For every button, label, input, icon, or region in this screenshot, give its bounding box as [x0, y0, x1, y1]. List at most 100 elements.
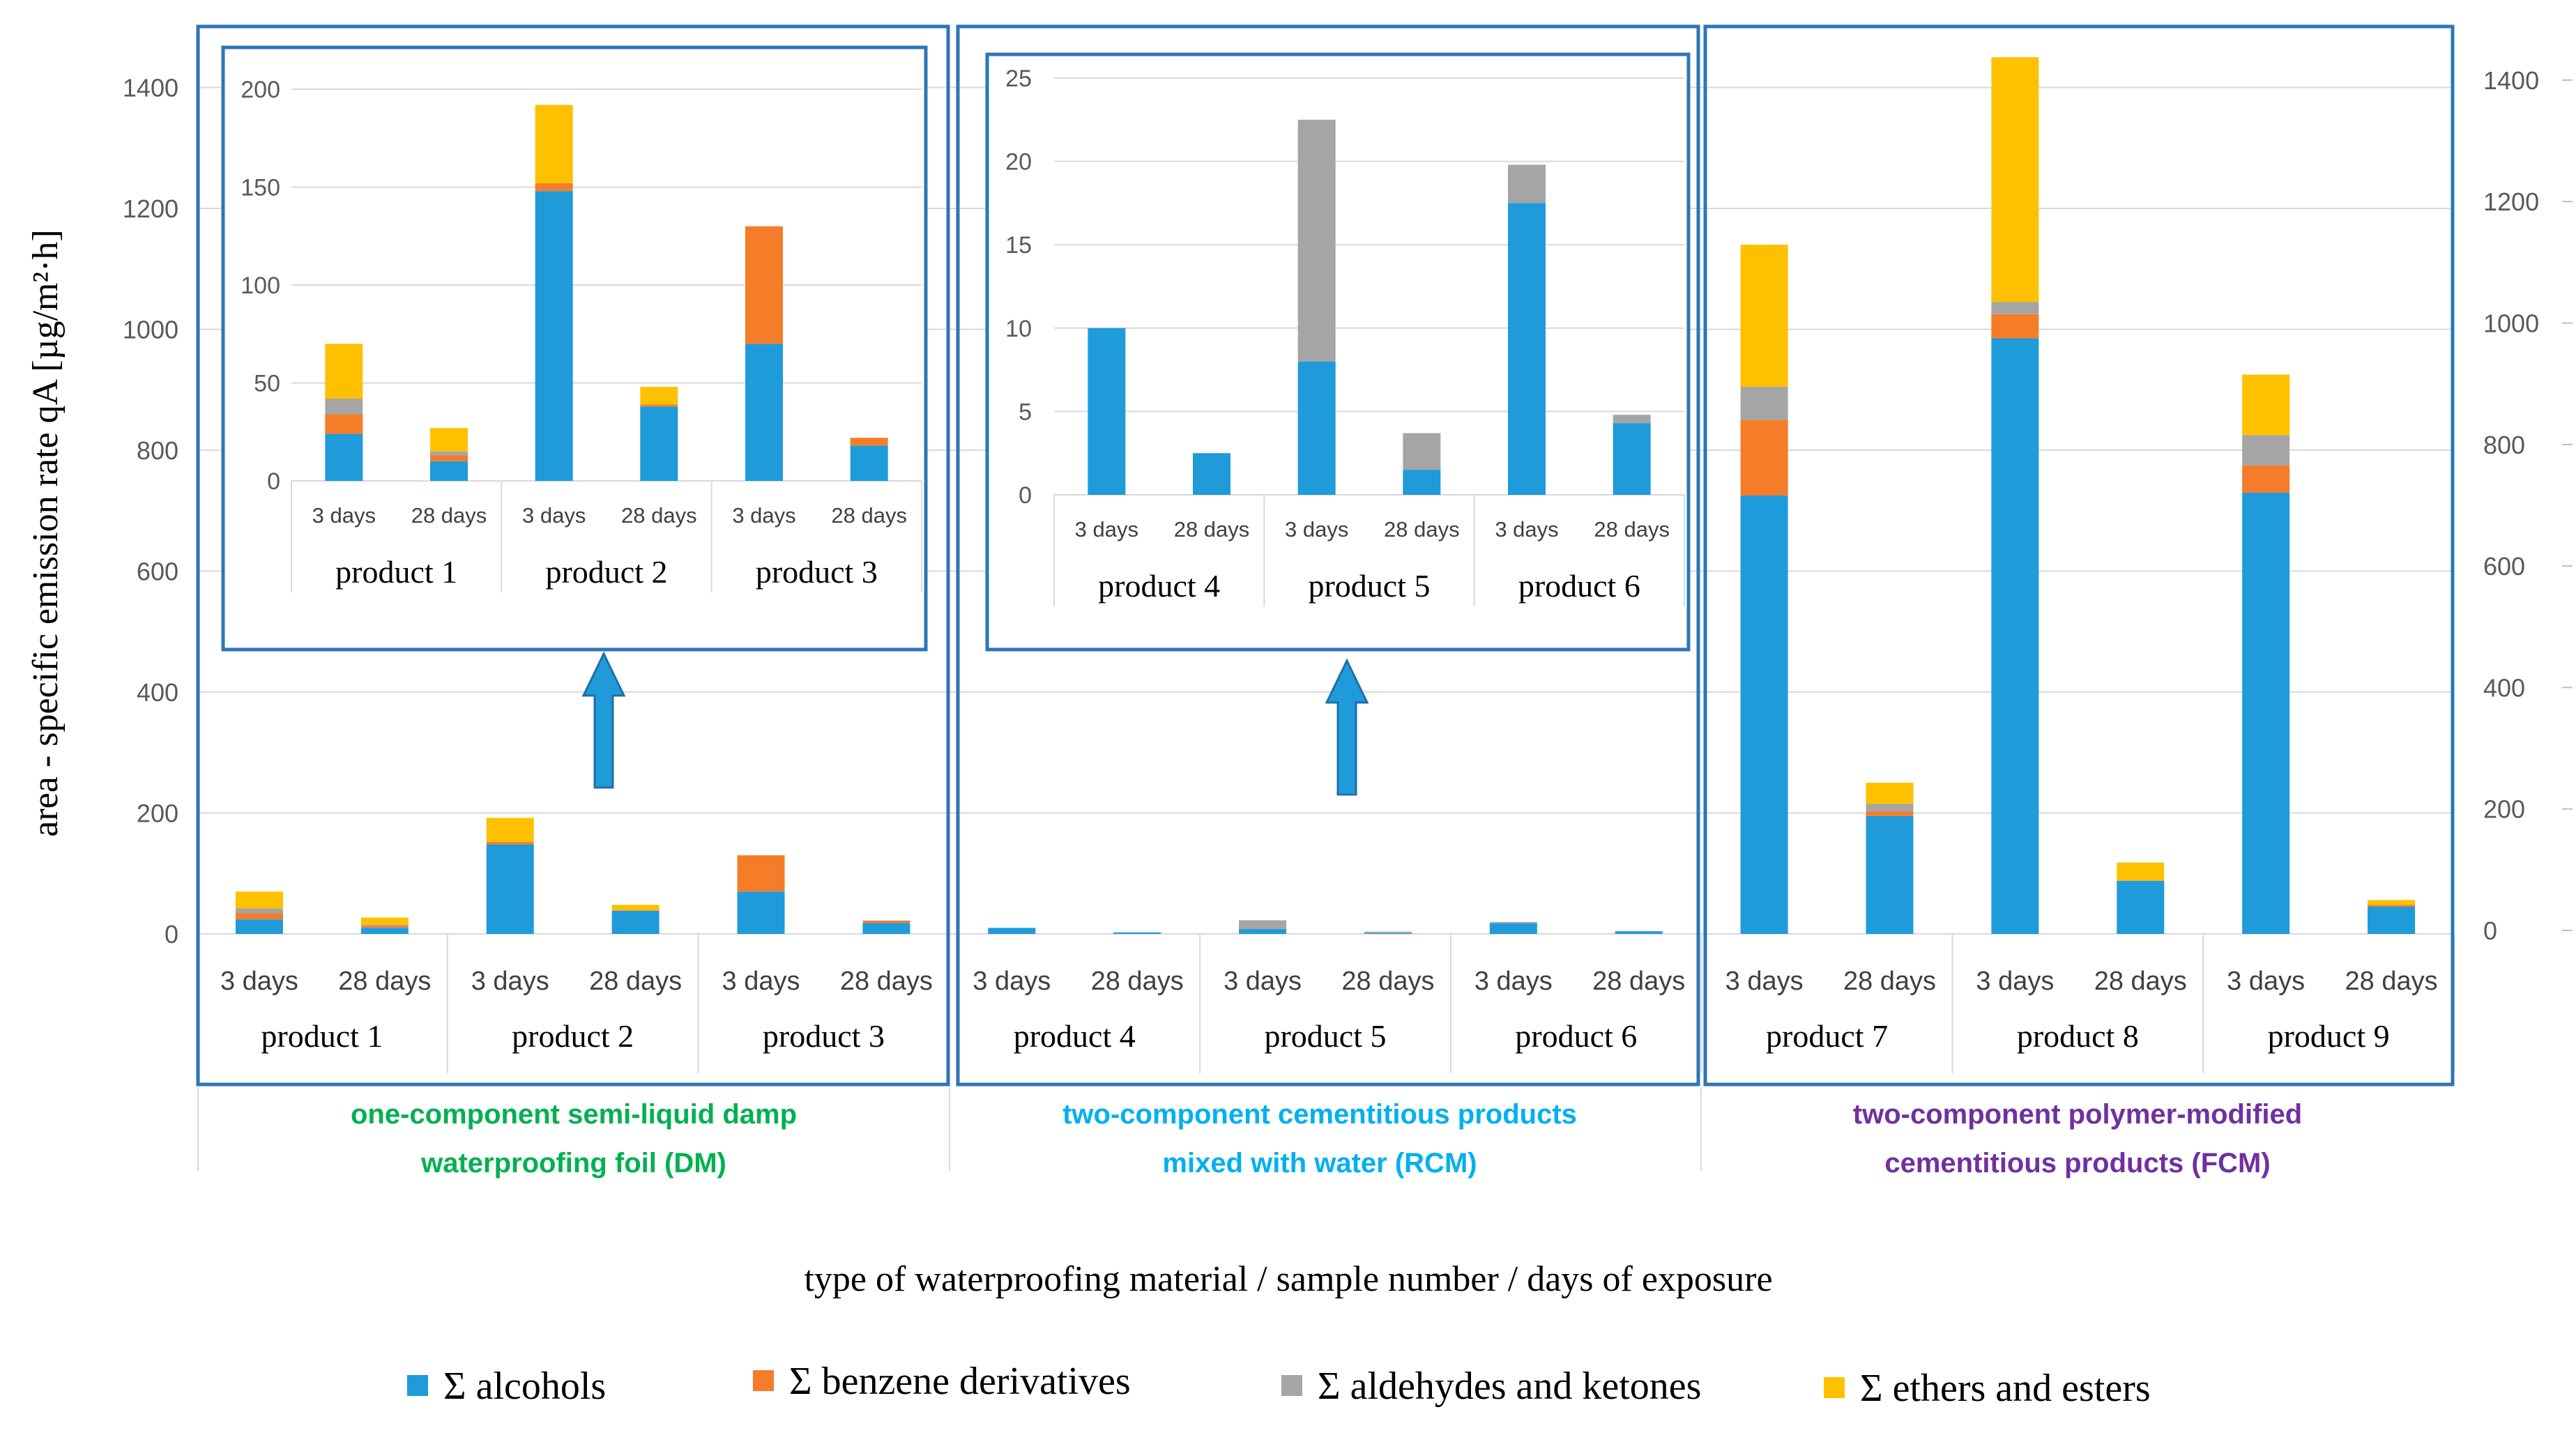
right-y-tick-label: 800 [2483, 431, 2525, 459]
category-label: 3 days [722, 967, 800, 996]
inset-bar-segment [325, 433, 363, 481]
inset-arrows [581, 651, 1369, 796]
category-label: 28 days [1592, 967, 1685, 996]
bar-segment [611, 905, 660, 911]
group-label-main: one-component semi-liquid damp [351, 1099, 797, 1130]
bar-segment [1740, 496, 1788, 934]
bar-segment [2117, 862, 2165, 881]
bar-segment [360, 928, 409, 934]
inset-y-tick-label: 10 [1005, 316, 1032, 342]
product-label: product 6 [1515, 1018, 1637, 1054]
legend-swatch [1824, 1377, 1845, 1398]
inset-bar-segment [1297, 361, 1336, 495]
legend-swatch [1281, 1375, 1302, 1396]
product-label: product 9 [2268, 1018, 2390, 1054]
bar-segment [360, 924, 409, 926]
right-y-tick-label: 1400 [2483, 66, 2539, 95]
product-label: product 4 [1014, 1018, 1136, 1054]
bar-segment [235, 919, 283, 934]
inset-bar-segment [1613, 415, 1651, 424]
bar-segment [2368, 905, 2416, 907]
group-labels: one-component semi-liquid damp waterproof… [351, 1099, 2302, 1179]
inset-y-tick-label: 5 [1019, 399, 1032, 425]
bar-segment [360, 917, 409, 925]
inset-category-label: 28 days [411, 503, 487, 528]
right-y-tick-label: 600 [2483, 552, 2525, 581]
bar-segment [2368, 900, 2416, 905]
category-label: 28 days [338, 967, 431, 996]
bar-segment [1866, 811, 1914, 816]
right-y-axis: 0 200 400 600 800 1000 1200 1400 [2483, 66, 2573, 945]
inset-bar-segment [640, 404, 678, 407]
bar-segment [1740, 420, 1788, 496]
group-frames [196, 24, 2455, 1171]
bar-segment [2242, 465, 2290, 493]
inset-category-label: 3 days [312, 503, 376, 528]
bar-segment [486, 842, 534, 845]
inset-bar-segment [745, 226, 783, 344]
inset-y-tick-label: 150 [241, 175, 280, 201]
right-y-tick-label: 400 [2483, 673, 2525, 702]
bar-segment [1239, 929, 1287, 934]
legend-label: Σ aldehydes and ketones [1318, 1365, 1701, 1408]
inset-product-label: product 4 [1098, 568, 1220, 604]
bar-segment [1740, 245, 1788, 387]
bar-segment [235, 891, 283, 909]
inset-bar-segment [1613, 423, 1651, 495]
bar-segment [235, 908, 283, 914]
y-tick-label: 800 [137, 436, 178, 465]
bar-segment [360, 926, 409, 928]
bar-segment [1489, 923, 1537, 934]
inset-category-label: 28 days [621, 503, 697, 528]
inset-bar-segment [640, 387, 678, 405]
y-tick-label: 1200 [123, 194, 178, 223]
product-label: product 5 [1264, 1018, 1386, 1054]
inset-bar-segment [430, 451, 468, 456]
bar-segment [1113, 932, 1161, 934]
product-label: product 8 [2017, 1018, 2139, 1054]
category-label: 28 days [2345, 967, 2438, 996]
inset-bar-segment [1403, 433, 1441, 470]
category-label: 3 days [220, 967, 298, 996]
inset-y-tick-label: 100 [241, 273, 280, 299]
bar-segment [988, 928, 1036, 934]
bar-segment [1866, 815, 1914, 934]
category-label: 28 days [589, 967, 682, 996]
inset-y-tick-label: 15 [1005, 232, 1032, 259]
category-label: 3 days [471, 967, 549, 996]
inset-bar-segment [325, 414, 363, 434]
bar-segment [1991, 57, 2039, 302]
main-bars [235, 57, 2416, 934]
bar-segment [1991, 314, 2039, 339]
inset-bar-segment [1193, 453, 1230, 495]
inset-product-label: product 3 [756, 554, 878, 590]
inset-bar-segment [640, 406, 678, 481]
group-label-sub: cementitious products (FCM) [1884, 1148, 2270, 1179]
bar-segment [235, 913, 283, 920]
category-label: 3 days [1224, 967, 1302, 996]
bar-segment [737, 891, 785, 934]
legend-label: Σ alcohols [443, 1365, 606, 1408]
inset-category-label: 3 days [1285, 517, 1348, 542]
left-y-axis: 0 200 400 600 800 1000 1200 1400 [123, 74, 178, 949]
y-tick-label: 200 [137, 799, 178, 828]
bar-segment [2242, 374, 2290, 436]
inset-bar-segment [430, 428, 468, 452]
inset-category-label: 28 days [1174, 517, 1250, 542]
category-labels: 3 days 28 days 3 days 28 days 3 days 28 days 3… [196, 934, 2455, 1073]
inset-bar-segment [850, 445, 888, 481]
inset-y-tick-label: 50 [254, 371, 280, 397]
category-label: 28 days [1091, 967, 1184, 996]
category-label: 28 days [1843, 967, 1936, 996]
bar-segment [1364, 933, 1412, 934]
legend: Σ alcohols Σ benzene derivatives Σ aldehyd… [407, 1360, 2151, 1410]
inset-category-label: 3 days [732, 503, 795, 528]
category-label: 28 days [2094, 967, 2187, 996]
inset-bar-segment [1088, 328, 1126, 495]
group-label-sub: mixed with water (RCM) [1162, 1148, 1477, 1179]
legend-swatch [407, 1375, 428, 1396]
category-label: 3 days [2227, 967, 2305, 996]
product-label: product 2 [512, 1018, 634, 1054]
bar-segment [862, 923, 910, 934]
